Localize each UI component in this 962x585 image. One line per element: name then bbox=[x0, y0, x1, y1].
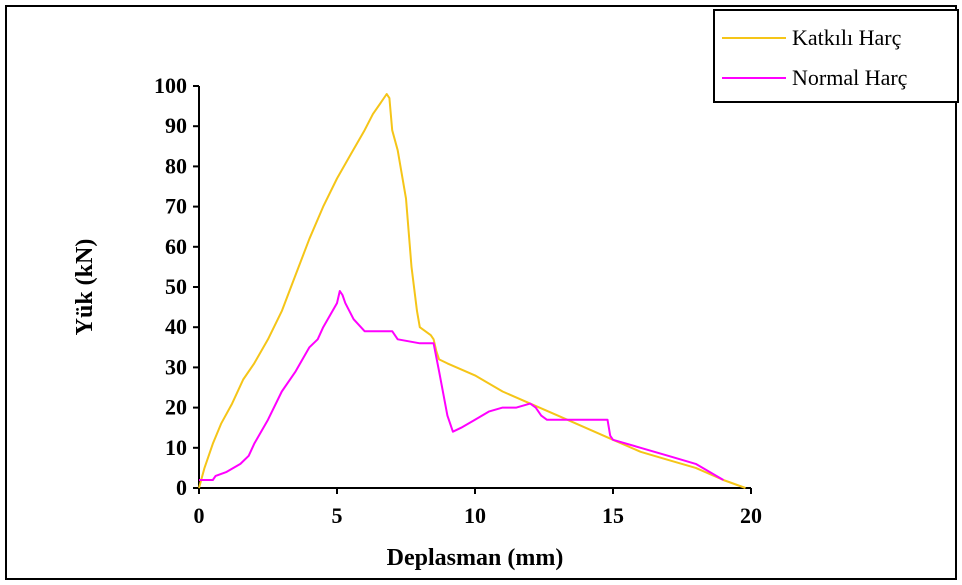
y-tick-label: 80 bbox=[165, 153, 187, 178]
y-tick-label: 90 bbox=[165, 113, 187, 138]
legend-label-normal-harc: Normal Harç bbox=[792, 65, 908, 90]
y-axis-ticks: 0 10 20 30 40 50 60 70 80 90 100 bbox=[154, 73, 199, 500]
y-tick-label: 70 bbox=[165, 194, 187, 219]
y-tick-label: 30 bbox=[165, 354, 187, 379]
y-tick-label: 100 bbox=[154, 73, 187, 98]
y-tick-label: 20 bbox=[165, 395, 187, 420]
y-axis-title: Yük (kN) bbox=[72, 239, 98, 336]
series-line-normal-harc bbox=[199, 290, 724, 481]
y-tick-label: 10 bbox=[165, 435, 187, 460]
legend-box bbox=[713, 9, 959, 103]
series-line-katkili-harc bbox=[198, 93, 746, 489]
x-tick-label: 20 bbox=[740, 503, 762, 528]
y-tick-label: 40 bbox=[165, 314, 187, 339]
x-axis-title: Deplasman (mm) bbox=[387, 545, 564, 571]
y-tick-label: 60 bbox=[165, 234, 187, 259]
legend: Katkılı Harç Normal Harç bbox=[713, 9, 959, 103]
x-tick-label: 15 bbox=[602, 503, 624, 528]
x-tick-label: 5 bbox=[332, 503, 343, 528]
y-tick-label: 0 bbox=[176, 475, 187, 500]
x-tick-label: 0 bbox=[194, 503, 205, 528]
series-layer bbox=[198, 93, 746, 489]
x-tick-label: 10 bbox=[464, 503, 486, 528]
x-axis-ticks: 0 5 10 15 20 bbox=[194, 488, 762, 528]
legend-label-katkili-harc: Katkılı Harç bbox=[792, 25, 902, 50]
plot-area: 0 10 20 30 40 50 60 70 80 90 100 0 5 10 15 20 bbox=[154, 73, 762, 528]
y-tick-label: 50 bbox=[165, 274, 187, 299]
